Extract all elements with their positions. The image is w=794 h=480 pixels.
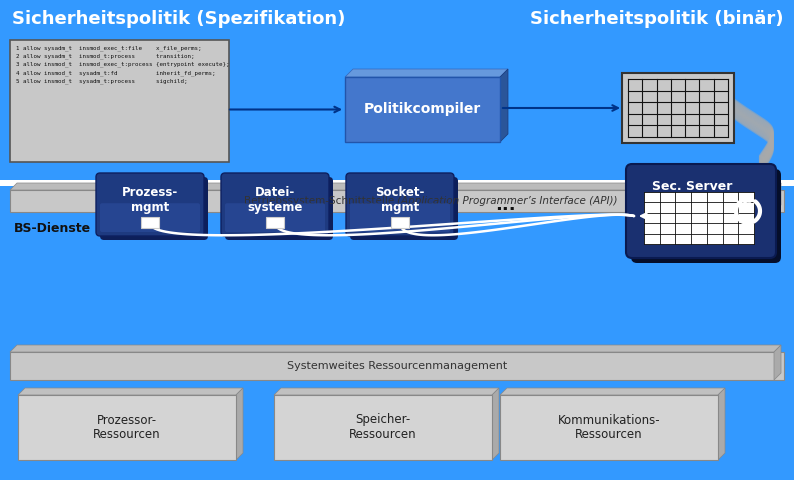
Polygon shape [774, 345, 781, 380]
Text: Sec. Server: Sec. Server [652, 180, 732, 192]
Text: Politikcompiler: Politikcompiler [364, 103, 481, 117]
FancyBboxPatch shape [100, 203, 200, 232]
Text: ...: ... [495, 195, 515, 214]
Text: Datei-
systeme: Datei- systeme [247, 187, 303, 215]
FancyBboxPatch shape [225, 177, 333, 240]
Polygon shape [236, 388, 243, 460]
Polygon shape [500, 69, 508, 142]
FancyBboxPatch shape [391, 217, 409, 228]
FancyBboxPatch shape [221, 173, 329, 236]
Polygon shape [274, 388, 499, 395]
Polygon shape [774, 183, 781, 212]
FancyBboxPatch shape [10, 190, 784, 212]
FancyBboxPatch shape [274, 395, 492, 460]
Polygon shape [10, 183, 781, 190]
Text: Socket-
mgmt: Socket- mgmt [376, 187, 425, 215]
Text: BS-Dienste: BS-Dienste [14, 221, 91, 235]
Text: 1 allow sysadm_t  insmod_exec_t:file    x_file_perms;
2 allow sysadm_t  insmod_t: 1 allow sysadm_t insmod_exec_t:file x_fi… [16, 45, 229, 84]
Text: Speicher-
Ressourcen: Speicher- Ressourcen [349, 413, 417, 442]
FancyBboxPatch shape [626, 164, 776, 258]
Text: Betriebssystem-Schnittstelle: Betriebssystem-Schnittstelle [244, 196, 397, 206]
FancyBboxPatch shape [96, 173, 204, 236]
FancyBboxPatch shape [622, 73, 734, 143]
FancyBboxPatch shape [644, 192, 754, 244]
Text: Systemweites Ressourcenmanagement: Systemweites Ressourcenmanagement [287, 361, 507, 371]
Text: Sicherheitspolitik (binär): Sicherheitspolitik (binär) [530, 10, 784, 28]
FancyBboxPatch shape [0, 186, 794, 480]
FancyBboxPatch shape [350, 203, 450, 232]
FancyBboxPatch shape [350, 177, 458, 240]
Polygon shape [18, 388, 243, 395]
FancyBboxPatch shape [225, 203, 325, 232]
FancyBboxPatch shape [346, 173, 454, 236]
FancyBboxPatch shape [345, 77, 500, 142]
FancyBboxPatch shape [0, 0, 794, 180]
Polygon shape [492, 388, 499, 460]
Polygon shape [718, 388, 725, 460]
FancyBboxPatch shape [10, 352, 784, 380]
FancyBboxPatch shape [100, 177, 208, 240]
Text: Prozessor-
Ressourcen: Prozessor- Ressourcen [93, 413, 161, 442]
Text: Sicherheitspolitik (Spezifikation): Sicherheitspolitik (Spezifikation) [12, 10, 345, 28]
Text: Prozess-
mgmt: Prozess- mgmt [121, 187, 178, 215]
Text: Kommunikations-
Ressourcen: Kommunikations- Ressourcen [557, 413, 661, 442]
Text: (Application Programmer’s Interface (API)): (Application Programmer’s Interface (API… [397, 196, 618, 206]
FancyBboxPatch shape [266, 217, 284, 228]
FancyBboxPatch shape [18, 395, 236, 460]
Polygon shape [10, 345, 781, 352]
Polygon shape [500, 388, 725, 395]
FancyBboxPatch shape [631, 169, 781, 263]
FancyBboxPatch shape [10, 40, 229, 162]
FancyBboxPatch shape [500, 395, 718, 460]
FancyBboxPatch shape [0, 180, 794, 186]
FancyBboxPatch shape [141, 217, 159, 228]
Polygon shape [345, 69, 508, 77]
